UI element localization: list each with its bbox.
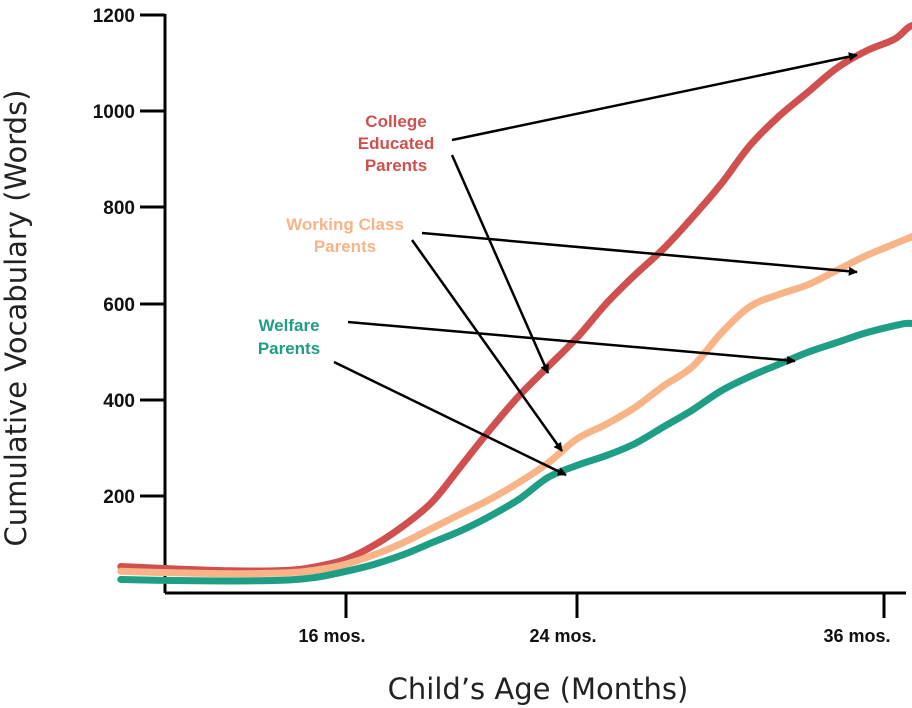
arrow-working-to-24 <box>410 239 564 452</box>
annotation-welfare-line-1: Welfare <box>258 316 319 335</box>
series-line-welfare-parents <box>117 319 912 585</box>
x-tick-label-16: 16 mos. <box>298 626 365 646</box>
y-axis-label: Cumulative Vocabulary (Words) <box>0 90 33 547</box>
y-tick-label-600: 600 <box>103 295 135 316</box>
annotation-college: College Educated Parents <box>358 112 435 175</box>
x-tick-label-24: 24 mos. <box>529 626 596 646</box>
x-tick-label-36: 36 mos. <box>823 626 890 646</box>
arrow-welfare-to-24 <box>333 360 567 477</box>
y-tick-label-200: 200 <box>103 487 135 508</box>
x-ticks: 16 mos. 24 mos. 36 mos. <box>298 593 891 646</box>
annotation-working-line-2: Parents <box>314 237 376 256</box>
arrow-college-to-24 <box>450 154 550 374</box>
annotation-welfare: Welfare Parents <box>258 316 320 358</box>
annotation-arrows <box>333 52 858 477</box>
y-tick-label-400: 400 <box>103 391 135 412</box>
x-axis-label: Child’s Age (Months) <box>388 672 689 706</box>
annotation-working-line-1: Working Class <box>286 215 404 234</box>
annotation-college-line-2: Educated <box>358 134 435 153</box>
annotation-welfare-line-2: Parents <box>258 339 320 358</box>
arrow-college-to-36 <box>451 52 858 142</box>
y-tick-label-800: 800 <box>103 198 135 219</box>
y-tick-label-1200: 1200 <box>93 6 135 27</box>
annotation-college-line-1: College <box>365 112 426 131</box>
y-ticks: 200 400 600 800 1000 1200 <box>93 6 165 508</box>
annotation-college-line-3: Parents <box>365 156 427 175</box>
series-line-working-class-parents <box>117 232 912 578</box>
y-tick-label-1000: 1000 <box>93 102 135 123</box>
arrow-working-to-36 <box>421 231 858 276</box>
annotation-working: Working Class Parents <box>286 215 404 256</box>
arrow-welfare-to-36 <box>347 320 796 365</box>
